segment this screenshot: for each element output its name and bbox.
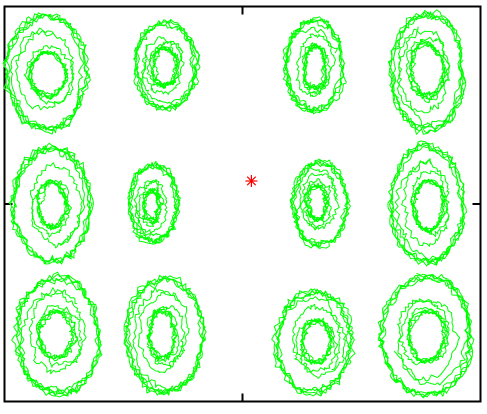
- trajectory-series-9: [11, 271, 103, 398]
- trajectory-series-12: [377, 272, 475, 399]
- trajectory-series-7: [289, 158, 351, 249]
- trajectory-series-4: [387, 9, 467, 135]
- trajectories-group: [2, 9, 475, 399]
- trajectory-series-8: [387, 140, 467, 267]
- marker-group: [245, 175, 258, 187]
- trajectory-series-10: [123, 274, 207, 396]
- asterisk-marker: [245, 175, 258, 187]
- trajectory-series-2: [133, 18, 201, 112]
- trajectory-series-3: [282, 16, 347, 115]
- asterisk-stroke: [246, 176, 257, 186]
- trajectory-series-6: [127, 161, 181, 245]
- trajectory-series-1: [2, 12, 91, 135]
- trajectory-series-11: [271, 288, 356, 397]
- axis-ticks: [4, 6, 481, 402]
- trajectory-series-5: [8, 142, 94, 265]
